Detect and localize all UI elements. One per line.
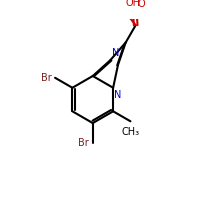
Text: Br: Br [41,73,51,83]
Text: OH: OH [126,0,141,8]
Text: N: N [114,90,121,100]
Text: O: O [137,0,145,9]
Text: N: N [112,48,119,58]
Text: CH₃: CH₃ [121,127,140,137]
Text: Br: Br [78,138,89,148]
